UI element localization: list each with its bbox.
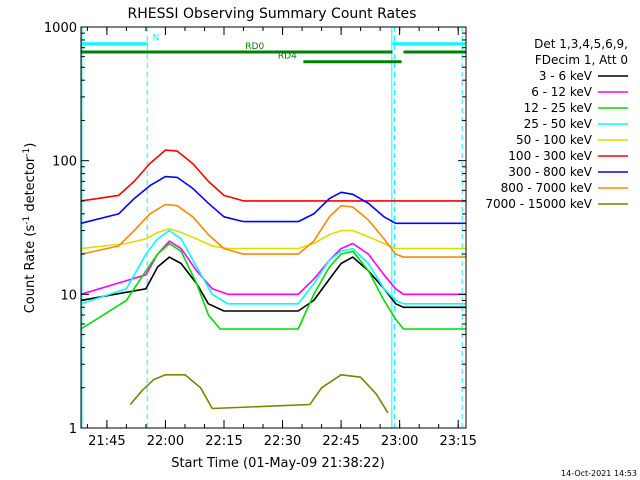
x-tick-label: 22:15 xyxy=(205,434,242,449)
series-line-9 xyxy=(129,374,389,414)
series-line-7 xyxy=(80,175,466,225)
x-axis-label: Start Time (01-May-09 21:38:22) xyxy=(171,456,385,471)
axes: 1 10 100 1000 21:45 22:00 22:15 22:30 22:45 23:00… xyxy=(44,21,477,449)
legend-label: 25 - 50 keV xyxy=(524,117,593,131)
legend-header: FDecim 1, Att 0 xyxy=(535,53,628,67)
flag-label-rd4: RD4 xyxy=(278,52,297,62)
x-tick-label: 23:00 xyxy=(381,434,418,449)
legend-label: 12 - 25 keV xyxy=(524,101,593,115)
y-tick-label: 100 xyxy=(52,155,77,170)
y-tick-label: 10 xyxy=(60,288,77,303)
series-line-6 xyxy=(80,149,466,202)
plot-area xyxy=(81,27,463,428)
legend-label: 6 - 12 keV xyxy=(531,85,593,99)
series-line-5 xyxy=(80,227,466,250)
flag-bars: N RD0 RD4 xyxy=(81,34,466,64)
series-line-2 xyxy=(80,240,466,296)
legend-label: 50 - 100 keV xyxy=(516,133,593,147)
y-tick-label: 1 xyxy=(69,422,77,437)
footer-timestamp: 14-Oct-2021 14:53 xyxy=(561,469,637,478)
x-tick-label: 22:00 xyxy=(147,434,184,449)
y-tick-label: 1000 xyxy=(44,21,77,36)
legend-label: 800 - 7000 keV xyxy=(501,181,593,195)
y-axis-label: Count Rate (s-1 detector-1) xyxy=(22,143,38,314)
legend-label: 100 - 300 keV xyxy=(508,149,592,163)
flag-label-rd0: RD0 xyxy=(245,42,264,52)
x-tick-label: 22:45 xyxy=(322,434,359,449)
x-tick-label: 21:45 xyxy=(88,434,125,449)
x-tick-label: 22:30 xyxy=(264,434,301,449)
legend: Det 1,3,4,5,6,9, FDecim 1, Att 0 3 - 6 keV… xyxy=(485,37,628,211)
legend-label: 7000 - 15000 keV xyxy=(485,197,592,211)
plot-frame xyxy=(80,26,467,429)
chart-title: RHESSI Observing Summary Count Rates xyxy=(128,6,417,22)
series-line-3 xyxy=(80,242,466,330)
flag-label-n: N xyxy=(153,34,160,44)
x-tick-label: 23:15 xyxy=(439,434,476,449)
series-line-1 xyxy=(80,256,466,312)
legend-label: 300 - 800 keV xyxy=(508,165,592,179)
data-series xyxy=(80,149,466,414)
series-line-8 xyxy=(80,203,466,258)
legend-header: Det 1,3,4,5,6,9, xyxy=(534,37,628,51)
series-line-4 xyxy=(80,229,466,305)
legend-label: 3 - 6 keV xyxy=(539,69,593,83)
